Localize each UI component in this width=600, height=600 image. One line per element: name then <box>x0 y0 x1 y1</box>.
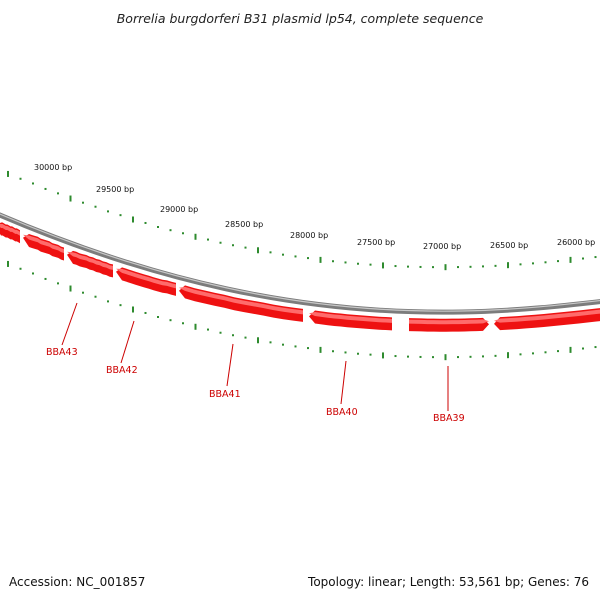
scale-label: 29500 bp <box>96 185 134 194</box>
scale-label: 26000 bp <box>557 238 595 247</box>
gene-arrow-highlight <box>23 234 64 253</box>
scale-label: 28000 bp <box>290 231 328 240</box>
gene-arrow-highlight <box>179 286 303 315</box>
scale-label: 27500 bp <box>357 238 395 247</box>
sequence-backbone <box>0 212 600 315</box>
scale-label: 29000 bp <box>160 205 198 214</box>
gene-arrow-highlight <box>494 309 600 323</box>
accession-text: Accession: NC_001857 <box>9 575 146 589</box>
scale-labels: 30000 bp 29500 bp 29000 bp 28500 bp 2800… <box>34 163 595 251</box>
topology-summary: Topology: linear; Length: 53,561 bp; Gen… <box>308 575 589 589</box>
gene-label-bba43: BBA43 <box>46 347 78 358</box>
gene-arrow-highlight <box>116 268 176 289</box>
scale-label: 26500 bp <box>490 241 528 250</box>
gene-arrow-highlight <box>409 319 489 325</box>
gene-track <box>0 222 600 332</box>
scale-label: 30000 bp <box>34 163 72 172</box>
scale-label: 27000 bp <box>423 242 461 251</box>
gene-arrow-highlight <box>67 251 113 270</box>
page-title: Borrelia burgdorferi B31 plasmid lp54, c… <box>116 11 484 26</box>
gene-leader-line <box>226 343 234 387</box>
inner-tick-track <box>7 260 597 361</box>
sequence-backbone-highlight <box>0 213 600 312</box>
outer-tick-track <box>7 170 597 271</box>
scale-label: 28500 bp <box>225 220 263 229</box>
gene-arrow-highlight <box>309 312 392 323</box>
gene-label-bba41: BBA41 <box>209 389 241 400</box>
gene-leader-line <box>340 360 347 405</box>
gene-label-bba40: BBA40 <box>326 407 358 418</box>
gene-label-bba42: BBA42 <box>106 365 138 376</box>
gene-leader-line <box>120 320 135 364</box>
gene-leader-line <box>61 302 78 346</box>
gene-leader-lines <box>61 302 449 411</box>
gene-label-bba39: BBA39 <box>433 413 465 424</box>
gene-labels: BBA43 BBA42 BBA41 BBA40 BBA39 <box>46 347 465 424</box>
gene-arrow-highlight <box>0 223 20 236</box>
